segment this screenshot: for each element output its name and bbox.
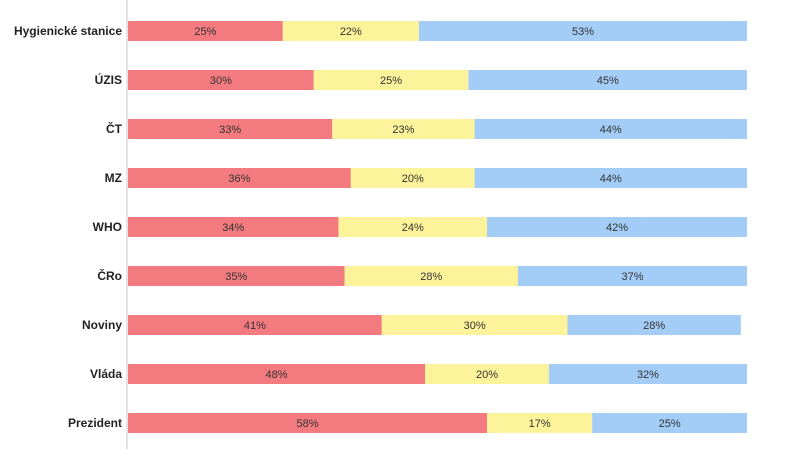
data-label: 37% [621,271,643,283]
data-label: 45% [597,75,619,87]
category-label: ČRo [97,268,122,283]
bar-segment-2 [350,168,475,188]
bar-segment-1 [128,315,382,335]
data-label: 30% [210,75,232,87]
data-label: 42% [606,222,628,234]
data-label: 17% [529,418,551,430]
bar-segment-3 [474,168,747,188]
bar-segment-2 [282,21,419,41]
data-label: 25% [659,418,681,430]
bar-segment-3 [474,119,747,139]
bar-segment-1 [128,119,333,139]
bar-segment-1 [128,266,345,286]
bar-segment-3 [468,70,747,90]
bar-segment-2 [338,217,488,237]
bar-segment-3 [418,21,747,41]
data-label: 32% [637,369,659,381]
data-label: 41% [244,320,266,332]
data-label: 36% [228,173,250,185]
category-label: Vláda [90,367,122,381]
category-label: Noviny [82,318,122,332]
data-label: 20% [402,173,424,185]
data-label: 53% [572,26,594,38]
bar-segment-1 [128,168,351,188]
data-label: 23% [392,124,414,136]
bar-segment-2 [313,70,469,90]
category-label: MZ [105,171,122,185]
bar-segment-1 [128,70,314,90]
data-label: 33% [219,124,241,136]
category-label: ÚZIS [95,72,122,87]
bar-segment-1 [128,217,339,237]
data-label: 48% [266,369,288,381]
bar-segment-2 [344,266,518,286]
bar-segment-2 [332,119,475,139]
data-label: 28% [420,271,442,283]
data-label: 58% [296,418,318,430]
data-label: 28% [643,320,665,332]
bar-segment-2 [381,315,568,335]
labels-layer: Hygienické stanice 25% 22% 53% ÚZIS 30% 25% 45%… [14,24,681,430]
bar-segment-1 [128,21,283,41]
bar-segment-1 [128,413,488,433]
bar-segment-3 [567,315,741,335]
category-label: Hygienické stanice [14,24,122,38]
bar-segment-1 [128,364,426,384]
data-label: 34% [222,222,244,234]
data-label: 24% [402,222,424,234]
bar-segment-3 [548,364,747,384]
data-label: 20% [476,369,498,381]
data-label: 25% [380,75,402,87]
category-label: WHO [93,220,122,234]
data-label: 30% [464,320,486,332]
bar-segment-3 [592,413,747,433]
category-label: ČT [106,121,123,136]
bar-segment-3 [487,217,747,237]
bars-layer [128,21,747,433]
data-label: 44% [600,173,622,185]
data-label: 35% [225,271,247,283]
data-label: 25% [194,26,216,38]
bar-segment-2 [487,413,593,433]
data-label: 22% [340,26,362,38]
category-label: Prezident [68,416,122,430]
data-label: 44% [600,124,622,136]
bar-segment-2 [425,364,549,384]
bar-segment-3 [517,266,747,286]
